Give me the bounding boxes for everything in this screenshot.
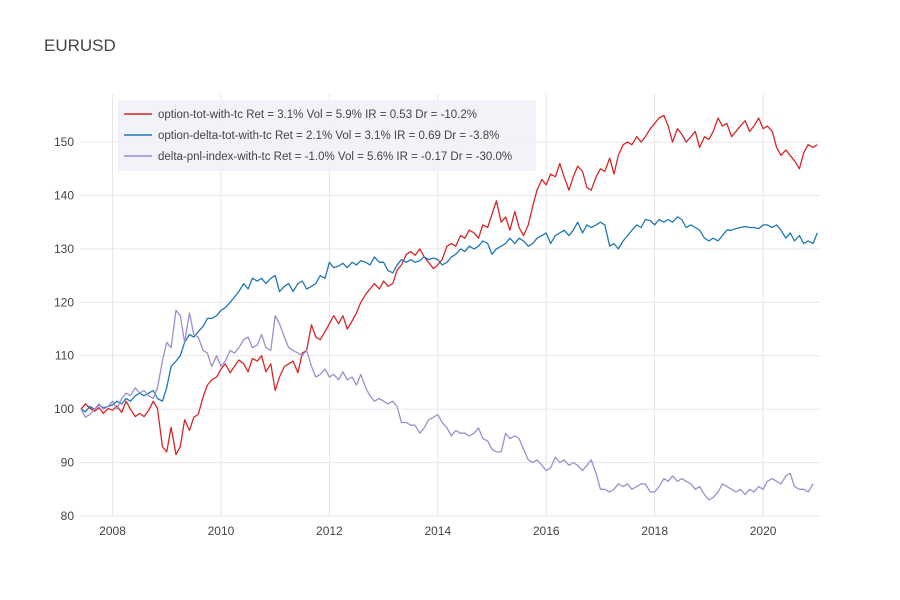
plot-area (80, 114, 818, 501)
y-tick-label: 150 (54, 135, 74, 149)
series-line-3[interactable] (80, 309, 814, 501)
series-line-2[interactable] (80, 216, 818, 413)
x-tick-label: 2008 (99, 524, 126, 538)
legend-box (118, 100, 536, 171)
series-line-1[interactable] (80, 114, 818, 456)
x-tick-label: 2018 (641, 524, 668, 538)
legend-item-2[interactable]: option-delta-tot-with-tc Ret = 2.1% Vol … (124, 130, 499, 142)
y-tick-label: 100 (54, 402, 74, 416)
x-tick-label: 2020 (750, 524, 777, 538)
y-tick-label: 90 (61, 456, 75, 470)
y-tick-label: 140 (54, 188, 74, 202)
legend-item-3[interactable]: delta-pnl-index-with-tc Ret = -1.0% Vol … (124, 151, 512, 163)
legend-item-1[interactable]: option-tot-with-tc Ret = 3.1% Vol = 5.9%… (124, 109, 477, 121)
x-tick-label: 2014 (424, 524, 451, 538)
y-tick-label: 120 (54, 295, 74, 309)
y-tick-label: 80 (61, 509, 75, 523)
x-tick-label: 2012 (316, 524, 343, 538)
legend-label: option-delta-tot-with-tc Ret = 2.1% Vol … (158, 130, 499, 142)
axis-ticks: 80 90 100 110 120 130 140 150 2008 2010 2012 2014 20… (54, 135, 777, 538)
legend[interactable]: option-tot-with-tc Ret = 3.1% Vol = 5.9%… (118, 100, 536, 171)
y-tick-label: 110 (55, 349, 74, 363)
y-tick-label: 130 (54, 242, 74, 256)
x-tick-label: 2010 (208, 524, 235, 538)
chart-title: EURUSD (44, 36, 116, 55)
x-tick-label: 2016 (533, 524, 560, 538)
legend-label: option-tot-with-tc Ret = 3.1% Vol = 5.9%… (158, 109, 477, 121)
legend-label: delta-pnl-index-with-tc Ret = -1.0% Vol … (158, 151, 512, 163)
